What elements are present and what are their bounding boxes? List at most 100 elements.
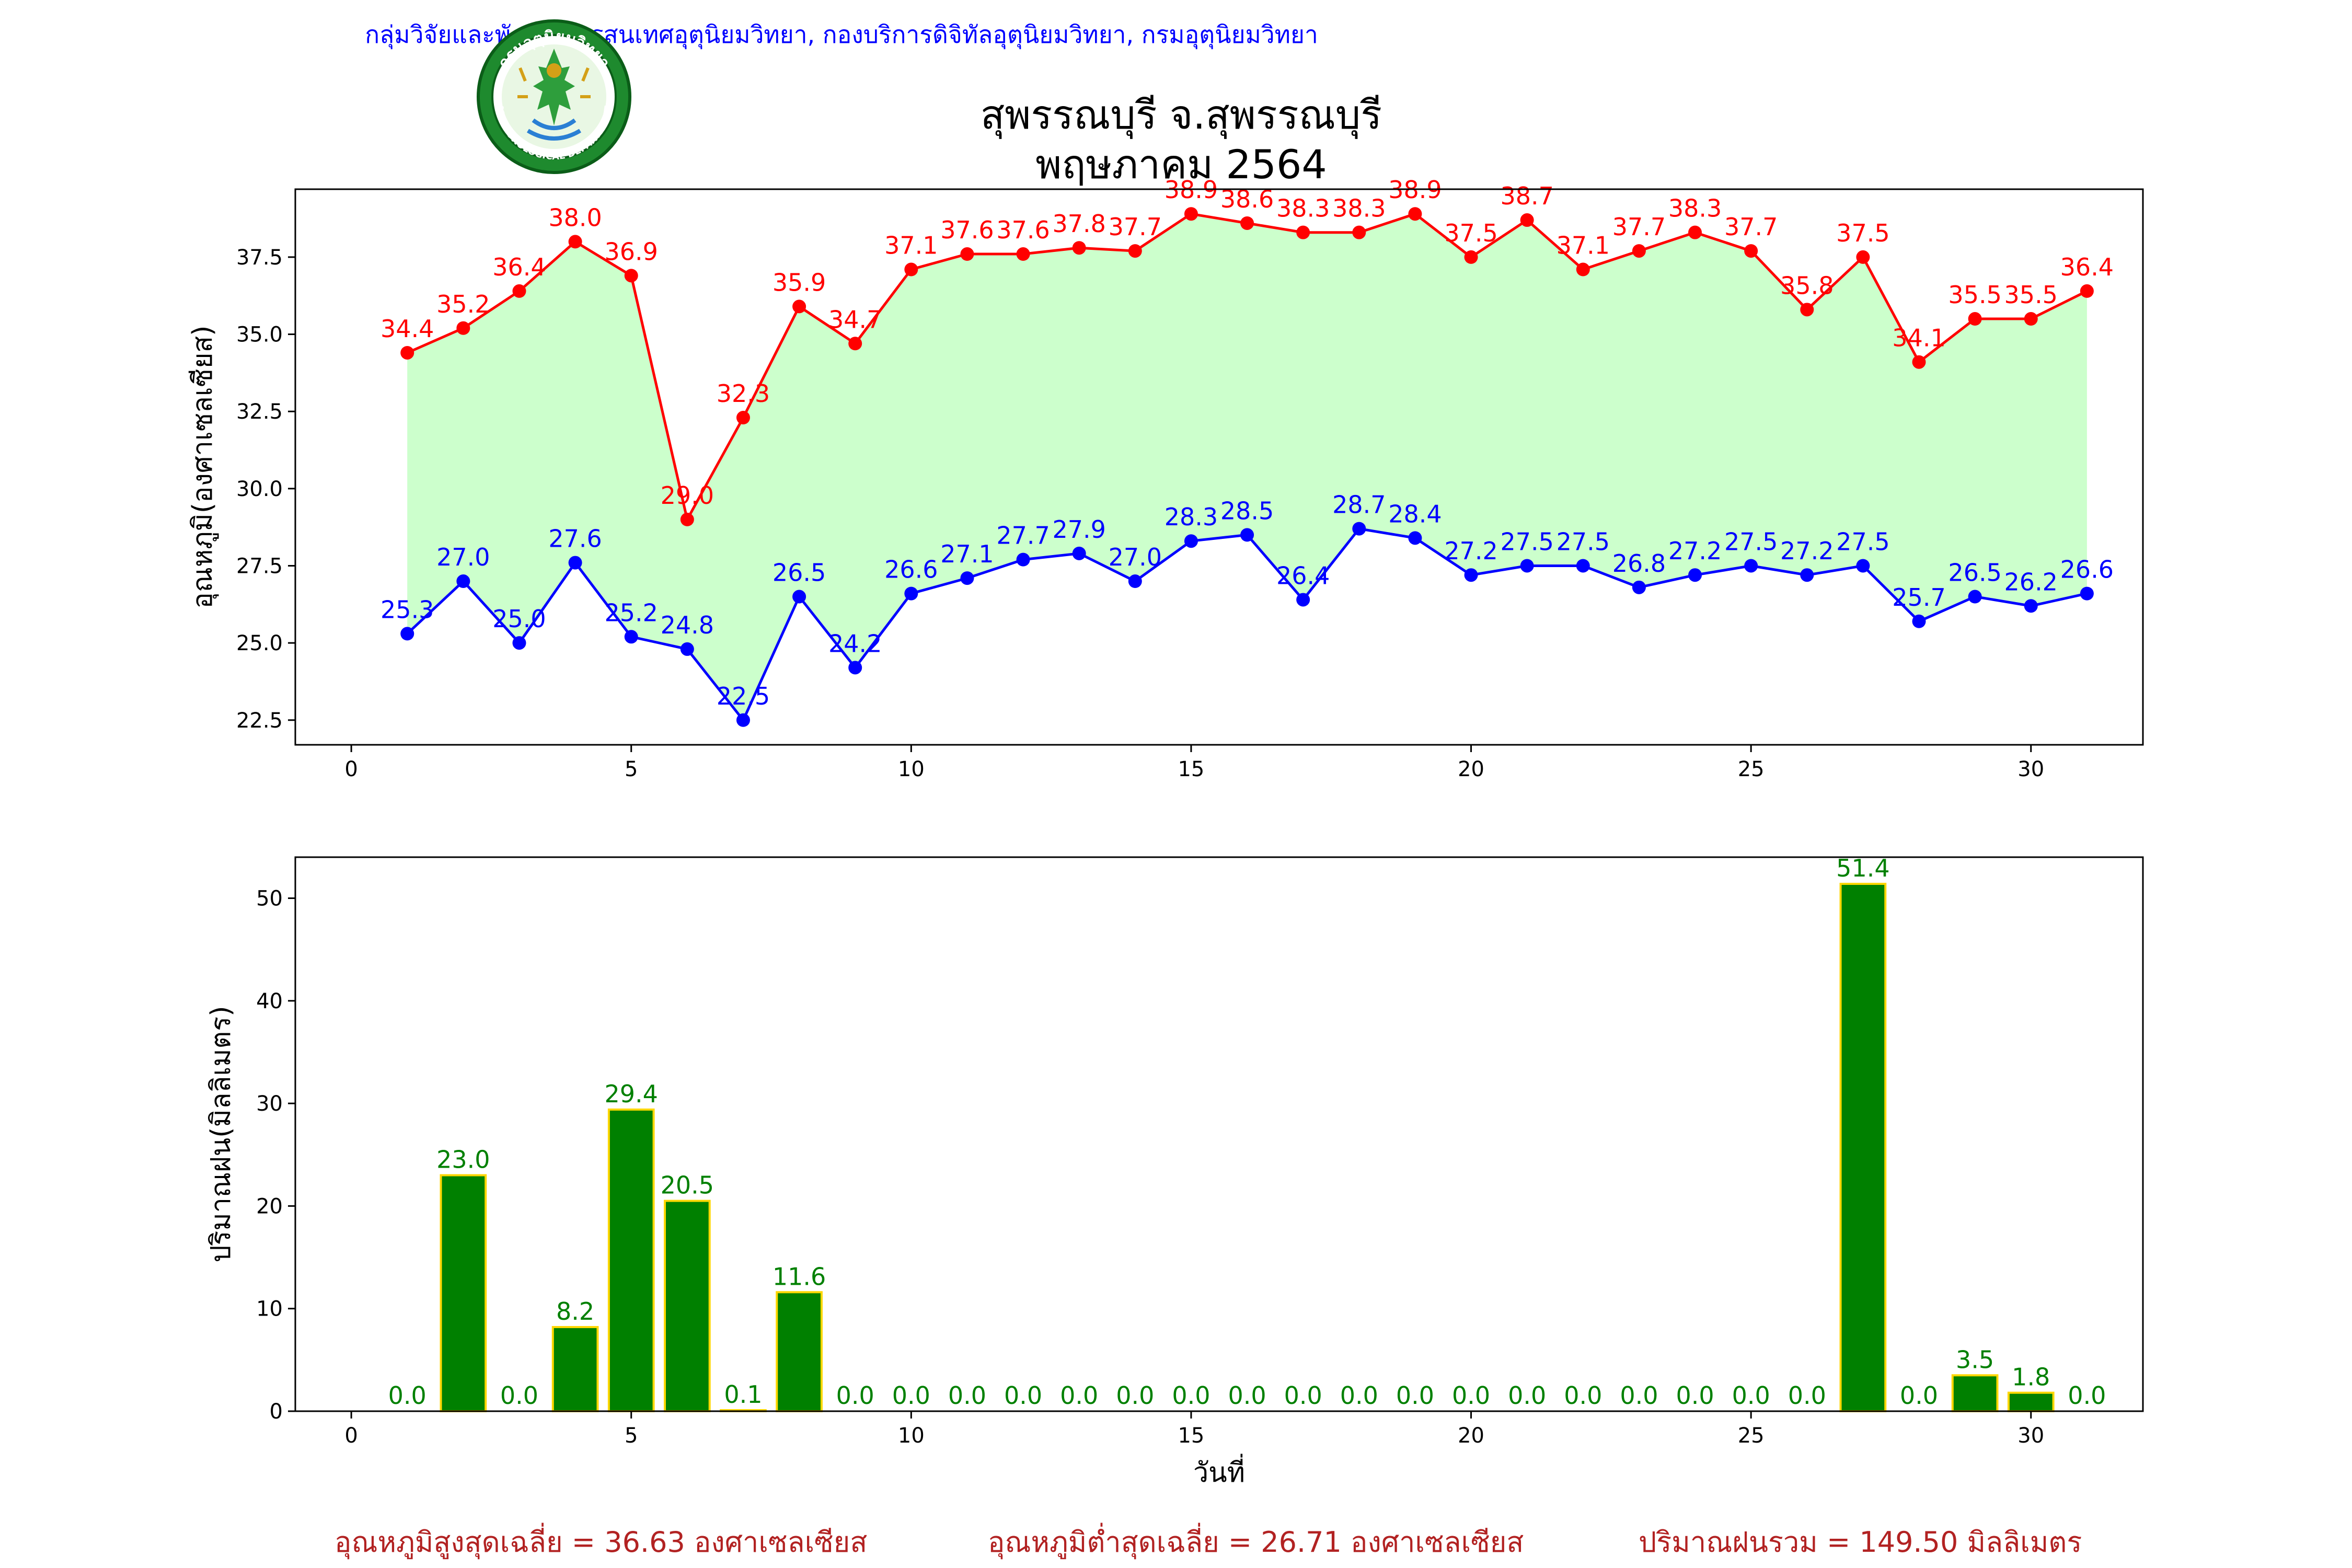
temperature-x-tick-label: 30: [2017, 757, 2044, 781]
max-temp-point: [2080, 284, 2094, 298]
max-temp-point: [568, 235, 582, 249]
rain-bar: [2007, 1391, 2055, 1413]
temperature-y-tick-label: 25.0: [236, 631, 283, 655]
min-temp-data-label: 28.4: [1388, 500, 1442, 528]
rain-data-label: 0.0: [1340, 1381, 1378, 1410]
min-temp-point: [1296, 593, 1310, 607]
temperature-x-tick-label: 10: [898, 757, 925, 781]
temperature-y-tick-label: 37.5: [236, 246, 283, 270]
temperature-y-tick-label: 32.5: [236, 400, 283, 424]
min-temp-point: [848, 661, 862, 675]
min-temp-point: [1352, 522, 1366, 536]
min-temp-point: [1632, 580, 1646, 594]
max-temp-data-label: 37.6: [940, 216, 994, 244]
rainfall-x-tick-label: 15: [1178, 1424, 1204, 1448]
rain-data-label: 0.0: [1396, 1381, 1434, 1410]
temperature-plot-frame: [294, 188, 2144, 746]
min-temp-data-label: 24.2: [828, 629, 882, 658]
max-temp-point: [848, 337, 862, 351]
max-temp-data-label: 38.7: [1500, 182, 1553, 210]
min-temp-data-label: 28.5: [1220, 497, 1274, 525]
min-temp-data-label: 24.8: [661, 611, 714, 639]
rainfall-x-tick-label: 30: [2017, 1424, 2044, 1448]
rain-data-label: 0.0: [1732, 1381, 1770, 1410]
rain-data-label: 0.0: [388, 1381, 426, 1410]
temperature-x-tick-label: 20: [1458, 757, 1484, 781]
min-temp-point: [1240, 528, 1254, 542]
min-temp-point: [568, 556, 582, 570]
max-temp-point: [792, 299, 806, 314]
rain-data-label: 1.8: [2012, 1363, 2050, 1391]
min-temp-data-label: 27.6: [548, 525, 602, 553]
rain-data-label: 29.4: [605, 1080, 658, 1108]
max-temp-point: [680, 512, 694, 526]
min-temp-point: [680, 642, 694, 656]
min-temp-data-label: 27.5: [1724, 527, 1778, 556]
max-temp-data-label: 37.6: [996, 216, 1050, 244]
rain-bar: [1839, 883, 1887, 1412]
min-temp-data-label: 25.7: [1892, 583, 1945, 612]
max-temp-data-label: 35.8: [1780, 271, 1834, 299]
min-temp-point: [1520, 559, 1534, 573]
max-temp-point: [1912, 355, 1926, 369]
rain-data-label: 0.0: [1004, 1381, 1042, 1410]
max-temp-point: [1576, 262, 1590, 276]
max-temp-point: [1240, 216, 1254, 230]
min-temp-point: [1072, 546, 1086, 560]
max-temp-point: [1016, 247, 1030, 261]
min-temp-data-label: 26.5: [1948, 559, 2001, 587]
rainfall-x-axis-label: วันที่: [1193, 1454, 1245, 1489]
max-temp-point: [1184, 207, 1198, 221]
temperature-y-tick-label: 30.0: [236, 477, 283, 501]
rain-data-label: 0.0: [1508, 1381, 1546, 1410]
min-temp-point: [1688, 568, 1702, 582]
min-temp-data-label: 27.5: [1557, 527, 1610, 556]
min-temp-data-label: 26.5: [773, 559, 826, 587]
min-temp-point: [1184, 534, 1198, 548]
temperature-chart: 34.435.236.438.036.929.032.335.934.737.1…: [187, 176, 2144, 781]
min-temp-point: [1464, 568, 1478, 582]
rain-bar: [664, 1200, 711, 1412]
max-temp-data-label: 37.1: [884, 232, 938, 260]
max-temp-point: [1744, 244, 1758, 258]
temperature-y-axis-label: อุณหภูมิ(องศาเซลเซียส): [187, 326, 219, 609]
min-temp-data-label: 27.5: [1836, 527, 1889, 556]
min-temp-data-label: 26.6: [884, 556, 938, 584]
temperature-x-tick-label: 0: [344, 757, 358, 781]
max-temp-data-label: 37.5: [1836, 219, 1889, 247]
rainfall-y-tick-label: 40: [256, 989, 283, 1013]
rain-data-label: 0.0: [892, 1381, 930, 1410]
summary-total-rain: ปริมาณฝนรวม = 149.50 มิลลิเมตร: [1639, 1526, 2082, 1559]
rain-data-label: 8.2: [556, 1297, 594, 1325]
min-temp-data-label: 28.3: [1165, 503, 1218, 531]
rain-bar: [607, 1108, 655, 1412]
max-temp-point: [1520, 213, 1534, 227]
rain-bar: [1951, 1374, 1999, 1413]
rain-data-label: 0.0: [1228, 1381, 1266, 1410]
temperature-range-fill: [407, 214, 2087, 720]
min-temp-data-label: 27.2: [1668, 537, 1722, 565]
max-temp-point: [904, 262, 918, 276]
rain-data-label: 51.4: [1836, 854, 1889, 882]
rain-data-label: 0.0: [1676, 1381, 1714, 1410]
min-temp-data-label: 28.7: [1332, 491, 1386, 519]
min-temp-point: [1408, 531, 1422, 545]
max-temp-data-label: 35.5: [2004, 281, 2058, 309]
temperature-y-tick-label: 22.5: [236, 709, 283, 733]
min-temp-point: [1576, 559, 1590, 573]
min-temp-data-label: 26.8: [1612, 549, 1666, 578]
min-temp-point: [1856, 559, 1870, 573]
rain-data-label: 3.5: [1956, 1345, 1994, 1374]
rain-data-label: 0.0: [2068, 1381, 2106, 1410]
chart-title-station: สุพรรณบุรี จ.สุพรรณบุรี: [980, 91, 1382, 138]
summary-avg-min: อุณหภูมิต่ำสุดเฉลี่ย = 26.71 องศาเซลเซีย…: [988, 1526, 1524, 1559]
min-temp-data-label: 27.0: [436, 543, 490, 571]
min-temp-point: [1800, 568, 1814, 582]
min-temp-point: [960, 571, 974, 585]
rain-bar: [776, 1291, 823, 1413]
deity-figure: [517, 49, 591, 141]
max-temp-point: [1072, 241, 1086, 255]
min-temp-point: [624, 630, 638, 644]
min-temp-data-label: 27.2: [1780, 537, 1834, 565]
